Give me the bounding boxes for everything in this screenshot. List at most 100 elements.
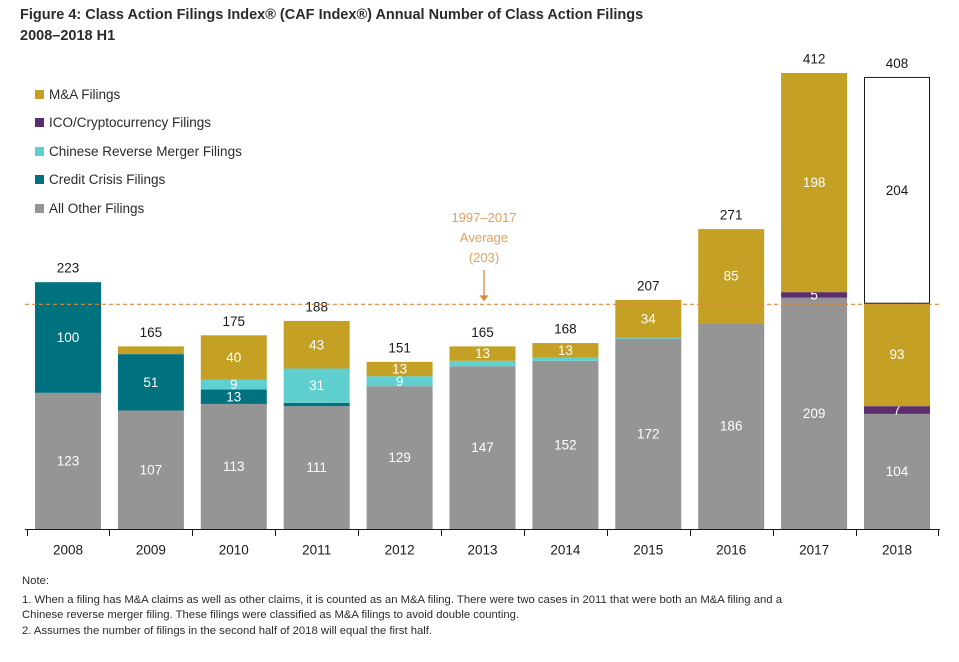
bar-label-ma-2014: 13	[558, 343, 573, 358]
chart-notes: Note: 1. When a filing has M&A claims as…	[22, 574, 782, 639]
figure-title-line1: Figure 4: Class Action Filings Index® (C…	[20, 7, 644, 23]
legend-swatch-chinese	[35, 146, 44, 156]
bar-segment-ma-2014	[532, 343, 599, 358]
legend-swatch-ma	[35, 89, 44, 99]
bar-segment-chinese-2013	[449, 360, 516, 367]
x-tick-label-2011: 2011	[302, 543, 331, 558]
bar-label-projected-2018: 204	[886, 183, 909, 198]
bar-segment-credit-2009	[117, 354, 184, 411]
bar-label-other-2009: 107	[140, 462, 163, 477]
x-tick-label-2010: 2010	[219, 543, 249, 558]
bar-segment-ma-2018	[864, 303, 930, 407]
legend-label-other: All Other Filings	[49, 200, 145, 216]
bar-segment-ma-2015	[615, 299, 682, 338]
bar-label-other-2008: 123	[57, 453, 80, 468]
bar-label-other-2012: 129	[388, 450, 411, 465]
bar-label-ma-2017: 198	[803, 175, 826, 190]
legend-label-ma: M&A Filings	[49, 86, 121, 102]
bar-label-ma-2018: 93	[889, 347, 904, 362]
average-label-line2: Average	[459, 230, 509, 245]
legend-item-ico: ICO/Cryptocurrency Filings	[35, 109, 242, 138]
bar-label-other-2011: 111	[306, 460, 327, 475]
bar-segment-ico-2018	[864, 406, 930, 414]
x-tick-label-2017: 2017	[799, 543, 829, 558]
bar-total-2010: 175	[223, 314, 246, 329]
bar-label-chinese-2012: 9	[396, 374, 404, 389]
bar-segment-chinese-2015	[615, 337, 682, 339]
figure-title: Figure 4: Class Action Filings Index® (C…	[20, 5, 643, 47]
bar-segment-credit-2008	[35, 282, 101, 393]
bar-segment-other-2008	[35, 392, 101, 529]
bar-label-ma-2015: 34	[641, 311, 657, 326]
note-line-3: 2. Assumes the number of filings in the …	[22, 624, 433, 637]
notes-heading: Note:	[22, 575, 50, 587]
legend-label-ico: ICO/Cryptocurrency Filings	[49, 115, 212, 131]
average-arrow-head	[479, 295, 489, 302]
legend-swatch-other	[35, 203, 44, 213]
x-tick-label-2009: 2009	[136, 543, 166, 558]
bar-label-chinese-2011: 31	[309, 378, 324, 393]
bar-segment-chinese-2010	[200, 379, 267, 390]
bar-label-other-2010: 113	[223, 459, 245, 474]
bar-segment-chinese-2012	[366, 376, 433, 387]
average-label-line3: (203)	[468, 250, 500, 265]
bar-segment-other-2012	[366, 386, 433, 529]
x-tick-label-2008: 2008	[53, 543, 83, 558]
x-tick-label-2012: 2012	[385, 543, 415, 558]
legend-item-ma: M&A Filings	[35, 80, 242, 109]
x-tick-label-2016: 2016	[716, 543, 746, 558]
bar-segment-other-2015	[615, 338, 682, 529]
bar-segment-ma-2009	[117, 346, 184, 355]
bar-segment-other-2016	[698, 323, 765, 529]
bar-segment-other-2018	[864, 413, 930, 529]
bar-segment-projected-2018	[864, 76, 930, 304]
bar-segment-ma-2010	[200, 335, 267, 380]
bar-label-other-2014: 152	[554, 437, 577, 452]
legend-label-credit: Credit Crisis Filings	[49, 172, 166, 188]
bar-label-ico-2017: 5	[810, 287, 818, 302]
legend-item-credit: Credit Crisis Filings	[35, 166, 242, 195]
bar-total-2016: 271	[720, 208, 743, 223]
bar-label-ma-2016: 85	[724, 269, 739, 284]
bar-label-other-2017: 209	[803, 406, 826, 421]
bar-total-2015: 207	[637, 278, 660, 293]
bar-label-ma-2013: 13	[475, 346, 490, 361]
bar-total-2018: 408	[886, 56, 909, 71]
bar-label-ico-2018: 7	[893, 403, 901, 418]
bar-total-2011: 188	[305, 299, 328, 314]
bar-total-2012: 151	[388, 340, 411, 355]
bar-total-2013: 165	[471, 325, 494, 340]
bar-label-chinese-2010: 9	[230, 377, 238, 392]
bar-segment-other-2010	[200, 403, 267, 529]
bar-label-other-2016: 186	[720, 419, 743, 434]
average-label: 1997–2017 Average (203)	[432, 208, 536, 268]
legend-label-chinese: Chinese Reverse Merger Filings	[49, 143, 242, 159]
bar-segment-ico-2017	[781, 292, 848, 298]
bar-label-other-2018: 104	[886, 464, 909, 479]
bar-label-other-2015: 172	[637, 426, 660, 441]
bar-segment-ma-2016	[698, 229, 765, 324]
bar-segment-other-2014	[532, 360, 599, 529]
bar-segment-other-2013	[449, 366, 516, 529]
bar-total-2014: 168	[554, 322, 577, 337]
note-line-1: 1. When a filing has M&A claims as well …	[22, 593, 782, 606]
bar-segment-other-2009	[117, 410, 184, 529]
bar-label-credit-2009: 51	[143, 375, 158, 390]
bar-segment-chinese-2011	[283, 368, 350, 403]
x-tick-label-2018: 2018	[882, 543, 912, 558]
bar-segment-ma-2011	[283, 320, 350, 369]
bar-label-ma-2012: 13	[392, 362, 407, 377]
bar-segment-credit-2010	[200, 389, 267, 404]
bar-label-ma-2010: 40	[226, 350, 241, 365]
bar-segment-credit-2011	[283, 402, 350, 407]
bar-total-2008: 223	[57, 261, 80, 276]
bar-label-credit-2008: 100	[57, 330, 80, 345]
bar-label-credit-2010: 13	[226, 389, 241, 404]
x-tick-label-2015: 2015	[633, 543, 663, 558]
legend-item-other: All Other Filings	[35, 194, 242, 223]
bar-label-other-2013: 147	[471, 440, 494, 455]
bar-segment-chinese-2014	[532, 357, 599, 361]
bar-segment-ma-2013	[449, 346, 516, 361]
chart-legend: M&A Filings ICO/Cryptocurrency Filings C…	[35, 80, 242, 223]
